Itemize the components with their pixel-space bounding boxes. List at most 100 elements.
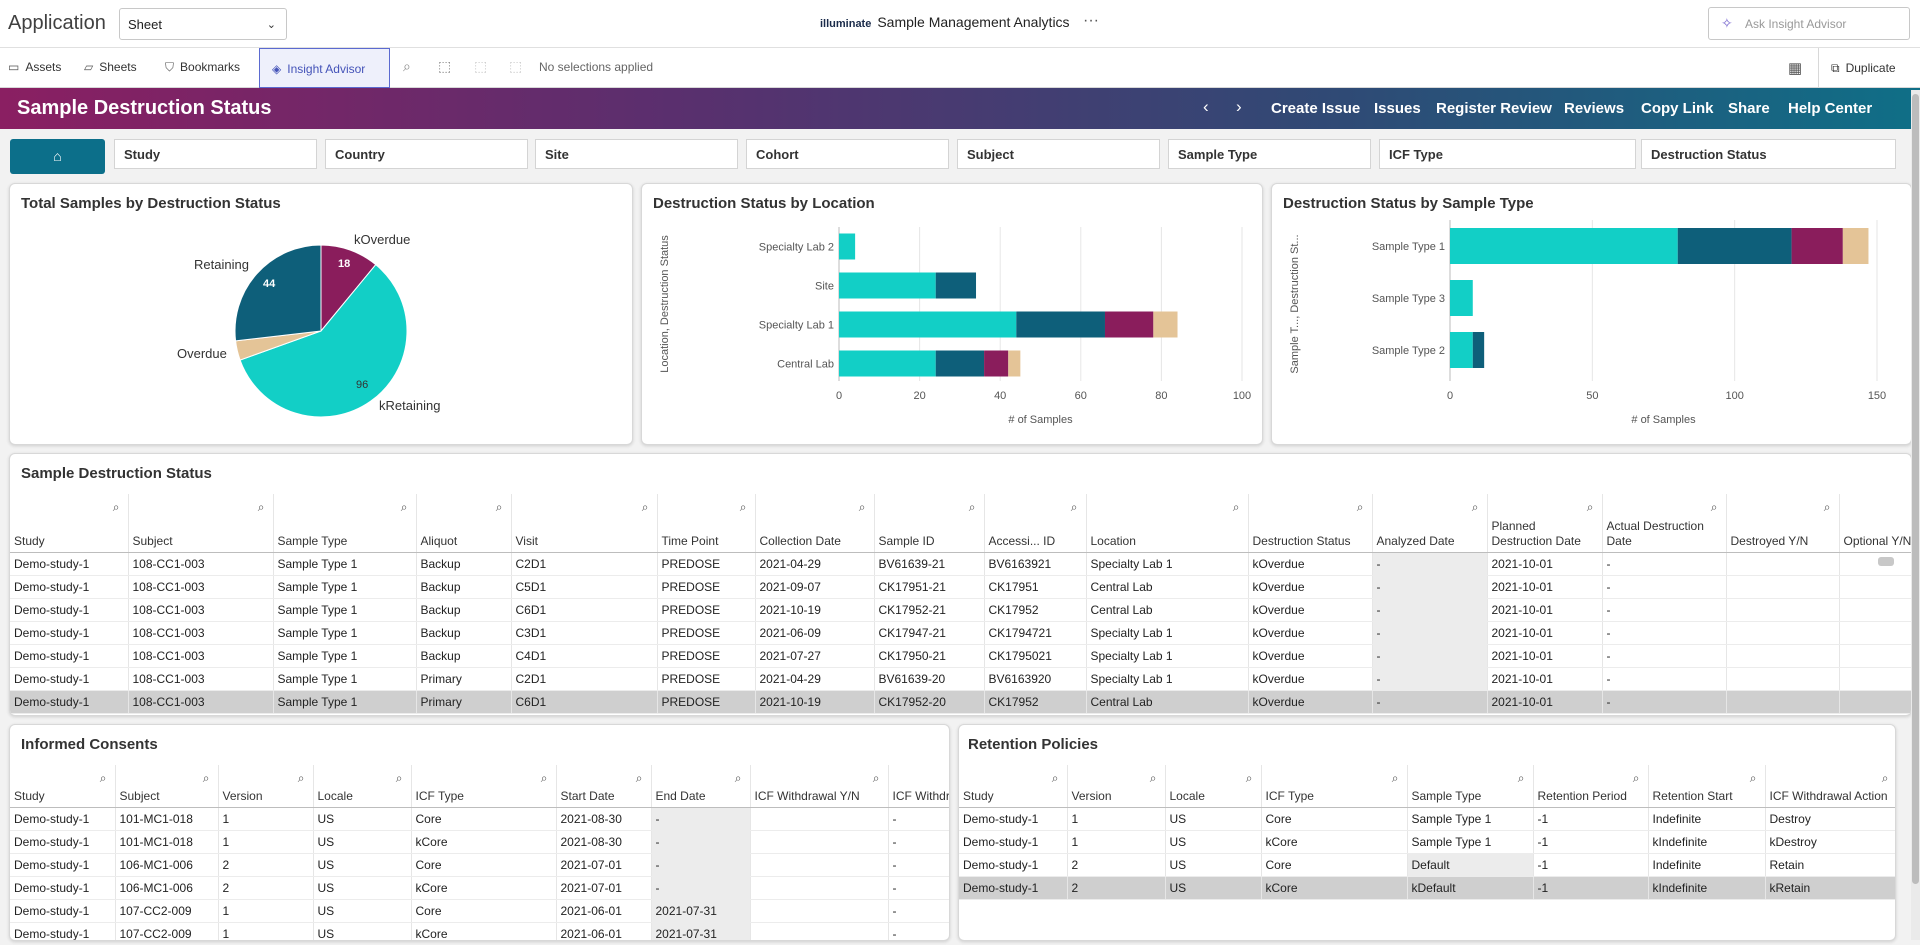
- copy-link-button[interactable]: Copy Link: [1641, 100, 1714, 117]
- table-cell[interactable]: -1: [1533, 853, 1649, 877]
- column-header[interactable]: Destruction Status ⌕: [1248, 494, 1373, 553]
- bar-segment[interactable]: [1153, 311, 1178, 338]
- table-cell[interactable]: kCore: [411, 876, 557, 900]
- filter-study[interactable]: Study: [114, 139, 317, 169]
- table-cell[interactable]: 1: [1067, 807, 1166, 831]
- search-icon[interactable]: ⌕: [202, 771, 210, 785]
- table-cell[interactable]: Core: [411, 853, 557, 877]
- page-scrollbar-thumb[interactable]: [1912, 94, 1919, 884]
- help-center-button[interactable]: Help Center: [1788, 100, 1873, 117]
- column-header[interactable]: Locale ⌕: [1165, 765, 1262, 808]
- column-header[interactable]: Retention Period ⌕: [1533, 765, 1649, 808]
- table-cell[interactable]: kRetain: [1765, 876, 1895, 900]
- table-cell[interactable]: C6D1: [511, 690, 658, 714]
- bar-segment[interactable]: [839, 272, 936, 299]
- table-cell[interactable]: Sample Type 1: [273, 552, 417, 576]
- table-cell[interactable]: 108-CC1-003: [128, 621, 274, 645]
- column-header[interactable]: Time Point ⌕: [657, 494, 756, 553]
- table-cell[interactable]: C5D1: [511, 575, 658, 599]
- table-cell[interactable]: Indefinite: [1648, 853, 1766, 877]
- table-cell[interactable]: Central Lab: [1086, 575, 1249, 599]
- table-cell[interactable]: CK17947-21: [874, 621, 985, 645]
- table-cell[interactable]: 2021-07-01: [556, 876, 652, 900]
- table-cell[interactable]: US: [313, 876, 412, 900]
- table-cell[interactable]: 2021-10-01: [1487, 552, 1603, 576]
- table-cell[interactable]: kOverdue: [1248, 690, 1373, 714]
- search-icon[interactable]: ⌕: [1232, 500, 1240, 514]
- table-cell[interactable]: -: [1372, 552, 1488, 576]
- table-row[interactable]: Demo-study-1 106-MC1-006 2 US Core 2021-07-01…: [10, 853, 949, 877]
- table-cell[interactable]: 2021-10-01: [1487, 621, 1603, 645]
- table-cell[interactable]: Backup: [416, 644, 512, 668]
- table-cell[interactable]: kOverdue: [1248, 644, 1373, 668]
- search-icon[interactable]: ⌕: [1051, 771, 1059, 785]
- table-row[interactable]: Demo-study-1 107-CC2-009 1 US kCore 2021-06-0…: [10, 922, 949, 940]
- table-cell[interactable]: [750, 922, 889, 940]
- table-cell[interactable]: [1839, 552, 1911, 576]
- search-icon[interactable]: ⌕: [1749, 771, 1757, 785]
- column-header[interactable]: Version ⌕: [218, 765, 314, 808]
- ask-insight-advisor-input[interactable]: ✧ Ask Insight Advisor: [1708, 7, 1910, 40]
- table-cell[interactable]: 2021-10-01: [1487, 644, 1603, 668]
- bar-segment[interactable]: [1791, 228, 1843, 264]
- table-cell[interactable]: US: [313, 899, 412, 923]
- table-cell[interactable]: C6D1: [511, 598, 658, 622]
- table-cell[interactable]: CK17952: [984, 598, 1087, 622]
- table-cell[interactable]: Demo-study-1: [10, 598, 129, 622]
- table-cell[interactable]: Core: [411, 899, 557, 923]
- filter-country[interactable]: Country: [325, 139, 528, 169]
- table-cell[interactable]: [1726, 552, 1840, 576]
- table-cell[interactable]: Sample Type 1: [273, 667, 417, 691]
- pie-slice-retaining[interactable]: [234, 244, 322, 342]
- search-icon[interactable]: ⌕: [858, 500, 866, 514]
- bookmarks-button[interactable]: ⛉ Bookmarks: [165, 60, 240, 75]
- table-cell[interactable]: -: [1602, 598, 1727, 622]
- table-row[interactable]: Demo-study-1 107-CC2-009 1 US Core 2021-06-01…: [10, 899, 949, 923]
- bar-segment[interactable]: [1450, 228, 1678, 264]
- step-forward-icon[interactable]: ⬚: [474, 58, 488, 74]
- table-cell[interactable]: Specialty Lab 1: [1086, 644, 1249, 668]
- table-cell[interactable]: 101-MC1-018: [115, 830, 219, 854]
- table-cell[interactable]: BV61639-21: [874, 552, 985, 576]
- table-cell[interactable]: 1: [218, 899, 314, 923]
- table-cell[interactable]: 2021-10-19: [755, 690, 875, 714]
- table-cell[interactable]: [1839, 598, 1911, 622]
- column-header[interactable]: Locale ⌕: [313, 765, 412, 808]
- table-cell[interactable]: CK1794721: [984, 621, 1087, 645]
- table-cell[interactable]: [1726, 644, 1840, 668]
- table-row[interactable]: Demo-study-1 1 US kCore Sample Type 1 -1 kInde…: [959, 830, 1895, 854]
- column-header[interactable]: Visit ⌕: [511, 494, 658, 553]
- table-cell[interactable]: 2: [1067, 853, 1166, 877]
- table-cell[interactable]: [1839, 667, 1911, 691]
- table-cell[interactable]: [750, 807, 889, 831]
- table-row[interactable]: Demo-study-1 108-CC1-003 Sample Type 1 Back…: [10, 644, 1911, 668]
- table-cell[interactable]: [1839, 644, 1911, 668]
- table-cell[interactable]: -: [888, 922, 949, 940]
- table-row[interactable]: Demo-study-1 1 US Core Sample Type 1 -1 Indefi…: [959, 807, 1895, 831]
- table-cell[interactable]: 2: [218, 853, 314, 877]
- table-cell[interactable]: -: [1602, 621, 1727, 645]
- bar-segment[interactable]: [1842, 228, 1869, 264]
- table-cell[interactable]: kDestroy: [1765, 830, 1895, 854]
- bar-segment[interactable]: [839, 311, 1017, 338]
- bar-segment[interactable]: [1104, 311, 1154, 338]
- table-cell[interactable]: -: [1602, 667, 1727, 691]
- bar-segment[interactable]: [935, 350, 985, 377]
- table-cell[interactable]: 2021-04-29: [755, 667, 875, 691]
- table-cell[interactable]: 2021-10-01: [1487, 598, 1603, 622]
- table-cell[interactable]: BV6163920: [984, 667, 1087, 691]
- column-header[interactable]: Destroyed Y/N ⌕: [1726, 494, 1840, 553]
- search-icon[interactable]: ⌕: [641, 500, 649, 514]
- table-cell[interactable]: Sample Type 1: [273, 690, 417, 714]
- table-cell[interactable]: Sample Type 1: [273, 598, 417, 622]
- search-icon[interactable]: ⌕: [872, 771, 880, 785]
- table-cell[interactable]: kCore: [1261, 876, 1408, 900]
- table-cell[interactable]: -1: [1533, 807, 1649, 831]
- bar-segment[interactable]: [1677, 228, 1792, 264]
- table-cell[interactable]: -: [1602, 552, 1727, 576]
- table-cell[interactable]: -: [1602, 690, 1727, 714]
- table-cell[interactable]: kOverdue: [1248, 575, 1373, 599]
- table-cell[interactable]: C2D1: [511, 552, 658, 576]
- table-cell[interactable]: PREDOSE: [657, 575, 756, 599]
- table-cell[interactable]: Demo-study-1: [10, 922, 116, 940]
